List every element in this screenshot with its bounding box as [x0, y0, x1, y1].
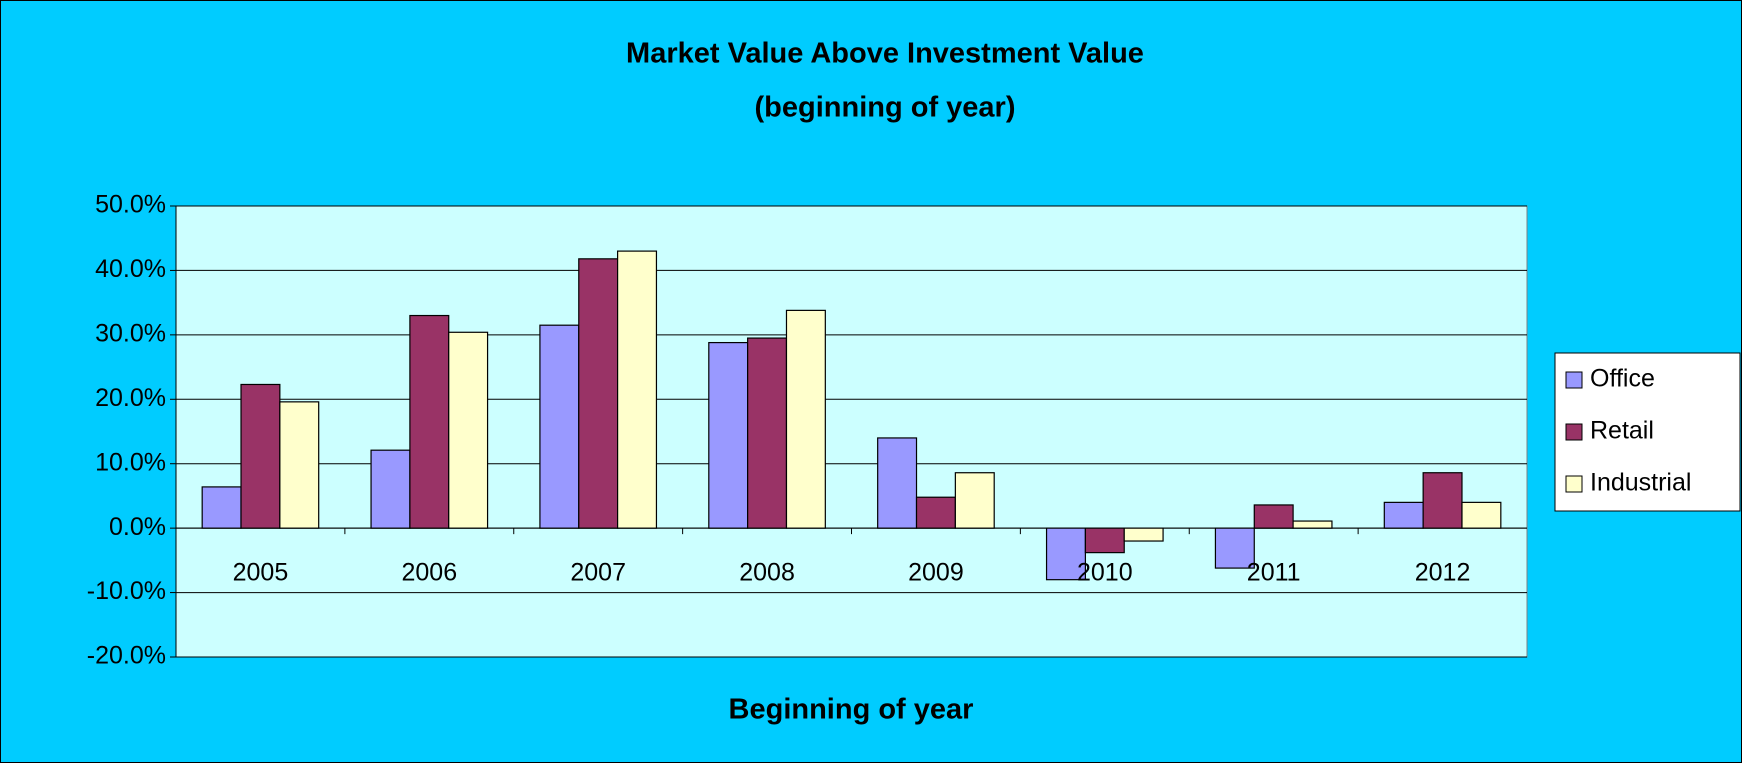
y-tick-label: 0.0% — [109, 513, 166, 541]
bar — [785, 309, 826, 529]
x-tick-label: 2007 — [570, 559, 626, 587]
legend-label: Retail — [1590, 417, 1654, 445]
bar — [578, 258, 619, 529]
chart-subtitle: (beginning of year) — [755, 92, 1016, 124]
bar — [747, 337, 788, 529]
x-tick-label: 2011 — [1247, 559, 1301, 587]
bar — [370, 449, 411, 529]
bar — [1214, 527, 1255, 569]
bar — [1422, 472, 1463, 529]
legend-swatch — [1565, 423, 1583, 441]
bar — [201, 486, 242, 529]
bar — [448, 331, 489, 529]
y-tick-label: -20.0% — [87, 642, 166, 670]
x-tick-label: 2009 — [908, 559, 964, 587]
bar — [539, 324, 580, 529]
bar — [279, 401, 320, 529]
bar — [915, 496, 956, 529]
bar — [708, 341, 749, 529]
bar — [1123, 527, 1164, 542]
x-tick-label: 2010 — [1077, 559, 1133, 587]
y-tick-label: 10.0% — [95, 448, 166, 476]
bar — [1084, 527, 1125, 554]
legend — [1554, 352, 1741, 512]
y-tick-label: 20.0% — [95, 384, 166, 412]
legend-swatch — [1565, 371, 1583, 389]
y-tick-label: 50.0% — [95, 191, 166, 219]
x-tick-label: 2012 — [1415, 559, 1471, 587]
bar — [1461, 501, 1502, 529]
bar — [1045, 527, 1086, 581]
bar — [877, 437, 918, 529]
y-tick-label: 30.0% — [95, 319, 166, 347]
legend-label: Office — [1590, 365, 1655, 393]
legend-swatch — [1565, 475, 1583, 493]
bar — [409, 314, 450, 529]
bar — [1292, 520, 1333, 529]
bar — [240, 383, 281, 529]
bar — [1383, 501, 1424, 529]
y-tick-label: 40.0% — [95, 255, 166, 283]
x-tick-label: 2008 — [739, 559, 795, 587]
bar — [954, 472, 995, 529]
plot-area — [175, 205, 1528, 658]
x-axis-title: Beginning of year — [729, 694, 974, 726]
legend-label: Industrial — [1590, 469, 1691, 497]
bar — [617, 250, 658, 529]
x-tick-label: 2005 — [233, 559, 289, 587]
bar — [1253, 504, 1294, 529]
y-tick-label: -10.0% — [87, 577, 166, 605]
chart-title: Market Value Above Investment Value — [626, 38, 1144, 70]
x-tick-label: 2006 — [402, 559, 458, 587]
